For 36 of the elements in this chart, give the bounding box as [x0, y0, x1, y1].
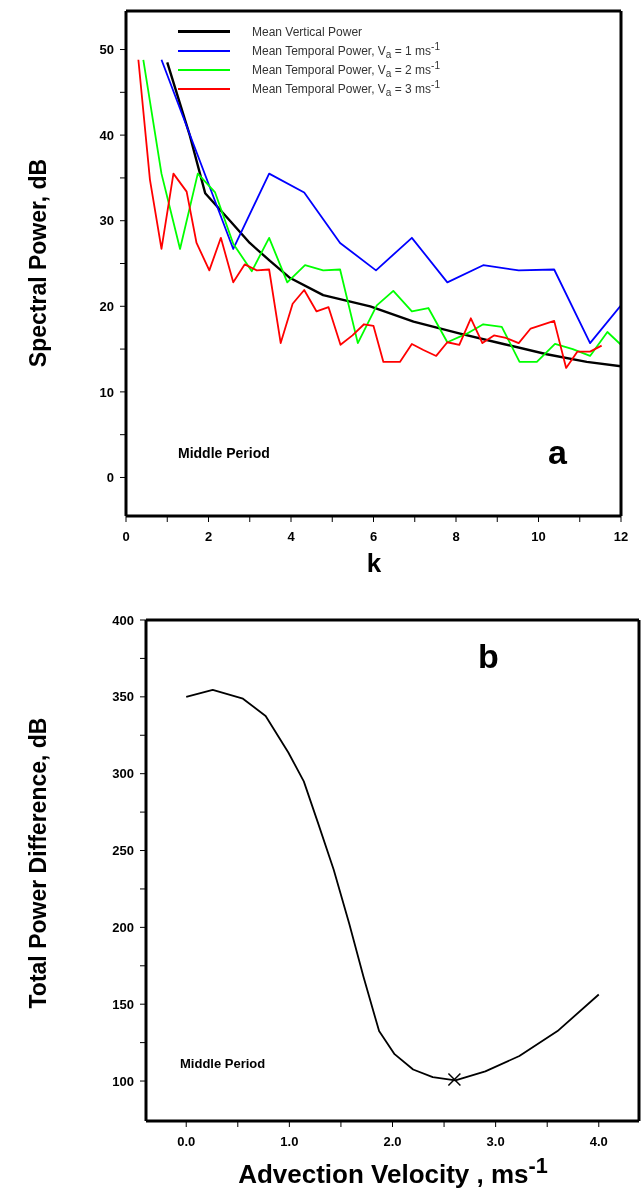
x-tick-label: 12 — [613, 529, 629, 545]
y-tick-label: 40 — [99, 127, 114, 143]
y-tick-label: 50 — [99, 42, 114, 58]
x-tick-label: 3.0 — [486, 1134, 505, 1150]
annotation: Middle Period — [178, 445, 270, 461]
legend-label: Mean Temporal Power, V$_{a}$ = 2 ms$^{-1}$ — [252, 59, 441, 80]
y-tick-label: 0 — [106, 470, 114, 486]
y-tick-label: 200 — [112, 919, 134, 935]
x-axis-title: Advection Velocity , ms$^{-1}$ — [237, 1153, 549, 1190]
x-tick-label: 4 — [287, 529, 296, 545]
x-tick-label: 1.0 — [280, 1134, 299, 1150]
annotation: Middle Period — [180, 1056, 266, 1071]
x-tick-label: 2.0 — [383, 1134, 402, 1150]
x-tick-label: 4.0 — [589, 1134, 608, 1150]
y-tick-label: 10 — [99, 384, 114, 400]
legend-label: Mean Temporal Power, V$_{a}$ = 3 ms$^{-1}$ — [252, 78, 441, 99]
legend-label: Mean Temporal Power, V$_{a}$ = 1 ms$^{-1}$ — [252, 40, 441, 61]
y-tick-label: 150 — [112, 996, 134, 1012]
legend-label: Mean Vertical Power — [252, 24, 363, 39]
y-tick-label: 300 — [112, 766, 134, 782]
annotation: a — [548, 433, 567, 472]
y-axis-title: Spectral Power, dB — [24, 158, 52, 368]
y-tick-label: 400 — [112, 612, 134, 628]
annotation: b — [478, 637, 499, 676]
y-axis-title: Total Power Difference, dB — [24, 717, 52, 1009]
x-tick-label: 0.0 — [177, 1134, 196, 1150]
y-tick-label: 30 — [99, 213, 114, 229]
x-axis-title: k — [365, 548, 383, 579]
y-tick-label: 100 — [112, 1073, 134, 1089]
y-tick-label: 350 — [112, 689, 134, 705]
x-tick-label: 10 — [531, 529, 546, 545]
x-tick-label: 6 — [369, 529, 378, 545]
x-tick-label: 8 — [452, 529, 460, 545]
y-tick-label: 20 — [99, 298, 114, 314]
y-tick-label: 250 — [112, 843, 134, 859]
x-tick-label: 2 — [204, 529, 213, 545]
